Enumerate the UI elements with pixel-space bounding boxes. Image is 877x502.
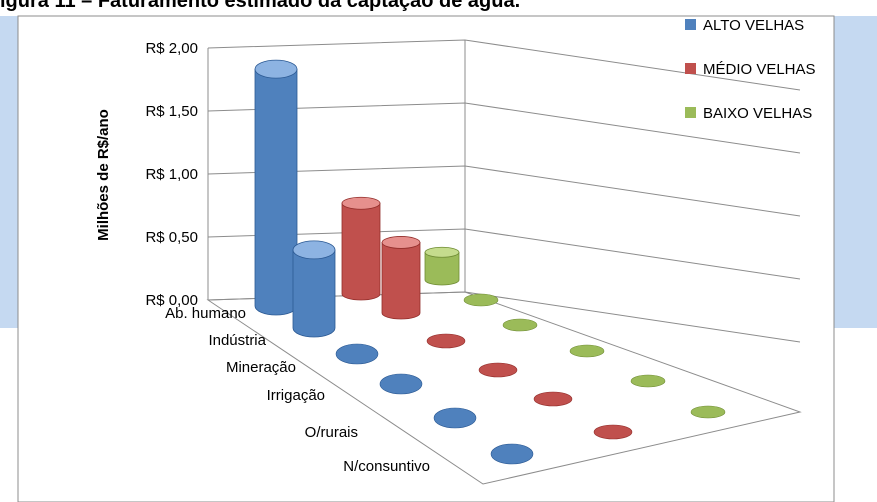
bar-body — [341, 202, 381, 301]
figure-title: igura 11 – Faturamento estimado da capta… — [0, 0, 521, 12]
bar-zero-disc — [569, 344, 605, 358]
y-tick-label: R$ 0,00 — [145, 292, 198, 309]
bar — [341, 196, 381, 301]
bar-top — [292, 240, 336, 260]
category-label: Ab. humano — [165, 305, 246, 322]
bar-zero-disc — [502, 318, 538, 332]
bar — [424, 246, 460, 286]
bar-body — [381, 242, 421, 320]
legend-label: ALTO VELHAS — [703, 17, 804, 34]
bar-top — [341, 196, 381, 210]
legend: ALTO VELHAS MÉDIO VELHAS BAIXO VELHAS — [685, 17, 816, 122]
legend-swatch — [685, 63, 696, 74]
bar — [254, 59, 298, 316]
bar-zero-disc — [335, 343, 379, 365]
y-tick-label: R$ 1,50 — [145, 103, 198, 120]
category-label: N/consuntivo — [343, 458, 430, 475]
bar-zero-disc — [690, 405, 726, 419]
bar-zero-disc — [490, 443, 534, 465]
category-labels: Ab. humano Indústria Mineração Irrigação O/r… — [165, 305, 430, 475]
category-label: Mineração — [226, 359, 296, 376]
bar-top — [254, 59, 298, 79]
bar-zero-disc — [433, 407, 477, 429]
category-label: O/rurais — [305, 424, 358, 441]
y-tick-label: R$ 1,00 — [145, 166, 198, 183]
y-axis: R$ 0,00 R$ 0,50 R$ 1,00 R$ 1,50 R$ 2,00 Milhõ… — [95, 40, 198, 309]
y-tick-label: R$ 0,50 — [145, 229, 198, 246]
bar-zero-disc — [533, 391, 573, 407]
legend-label: MÉDIO VELHAS — [703, 61, 816, 78]
bar-zero-disc — [426, 333, 466, 349]
bar — [292, 240, 336, 338]
bar-zero-disc — [630, 374, 666, 388]
legend-swatch — [685, 19, 696, 30]
bar-zero-disc — [593, 424, 633, 440]
category-label: Irrigação — [267, 387, 325, 404]
bar-body — [424, 251, 460, 286]
bar-body — [292, 249, 336, 338]
bar-zero-disc — [463, 293, 499, 307]
y-tick-label: R$ 2,00 — [145, 40, 198, 57]
legend-swatch — [685, 107, 696, 118]
category-label: Indústria — [208, 332, 266, 349]
bar-zero-disc — [478, 362, 518, 378]
bar-zero-disc — [379, 373, 423, 395]
legend-label: BAIXO VELHAS — [703, 105, 812, 122]
bar-top — [424, 246, 460, 258]
bar — [381, 236, 421, 320]
bars — [254, 59, 726, 465]
bar-body — [254, 68, 298, 316]
bar-top — [381, 236, 421, 249]
y-axis-label: Milhões de R$/ano — [95, 109, 112, 241]
